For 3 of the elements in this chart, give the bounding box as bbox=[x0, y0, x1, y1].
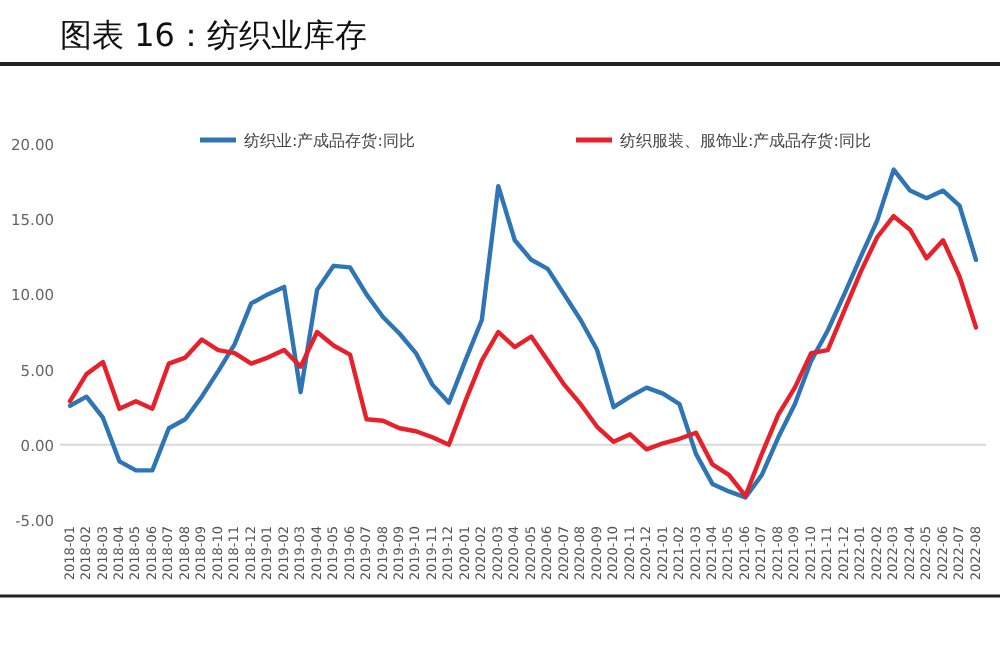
legend-label: 纺织业:产成品存货:同比 bbox=[244, 132, 415, 150]
legend-label: 纺织服装、服饰业:产成品存货:同比 bbox=[620, 132, 871, 150]
chart-title: 图表 16：纺织业库存 bbox=[60, 16, 367, 54]
